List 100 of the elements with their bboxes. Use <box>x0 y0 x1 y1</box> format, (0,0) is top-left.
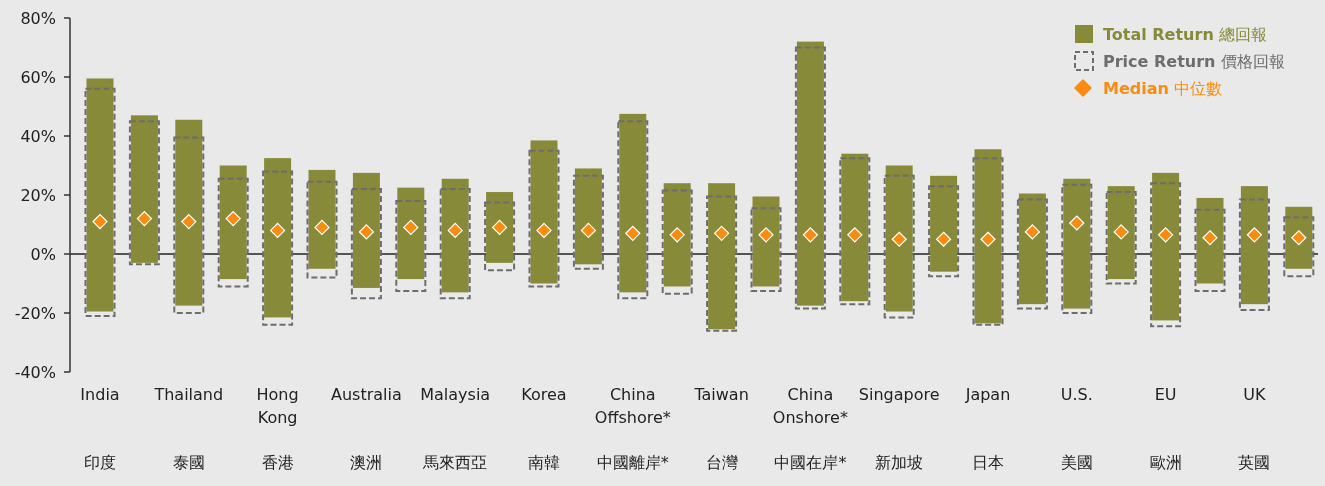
category-label: EU 歐洲 <box>1149 385 1182 472</box>
point <box>625 225 641 241</box>
bar <box>972 157 1004 326</box>
bar <box>796 41 824 306</box>
bar <box>663 183 691 287</box>
point <box>1069 215 1085 231</box>
bar <box>1196 197 1224 284</box>
bar <box>706 195 738 332</box>
category-label: India 印度 <box>80 385 120 472</box>
bar <box>574 168 602 265</box>
bar <box>617 120 649 300</box>
bar <box>750 207 782 292</box>
point <box>403 219 419 236</box>
category-label: Singapore 新加坡 <box>858 385 940 472</box>
y-tick-label: 20% <box>20 186 56 205</box>
legend-label: Median 中位數 <box>1103 79 1222 98</box>
y-tick-label: 40% <box>20 127 56 146</box>
point <box>936 231 952 247</box>
bar <box>528 149 560 288</box>
bar <box>752 196 780 287</box>
bar <box>619 113 647 293</box>
bar <box>1240 186 1268 305</box>
point <box>847 227 863 243</box>
point <box>802 227 818 243</box>
bar <box>974 149 1002 324</box>
point <box>1246 227 1262 243</box>
bar <box>439 188 471 300</box>
point <box>580 222 596 238</box>
point <box>492 219 508 236</box>
point <box>270 222 286 238</box>
y-tick-label: 0% <box>30 245 56 264</box>
category-label: Japan 日本 <box>965 385 1011 472</box>
bar <box>661 189 693 295</box>
category-label: U.S. 美國 <box>1060 385 1093 472</box>
bar <box>1018 193 1046 305</box>
y-tick-label: -20% <box>14 304 56 323</box>
bar <box>84 87 116 317</box>
bar <box>217 177 249 288</box>
bar <box>308 169 336 269</box>
bar <box>128 120 160 266</box>
category-label: Malaysia 馬來西亞 <box>420 385 491 472</box>
point <box>980 231 996 247</box>
bar <box>441 178 469 293</box>
bar <box>219 165 247 280</box>
bar <box>1285 206 1313 269</box>
category-label: Taiwan 台灣 <box>694 385 749 472</box>
category-label: China Onshore* 中國在岸* <box>772 385 848 472</box>
bar <box>885 165 913 312</box>
legend-label: Total Return 總回報 <box>1103 25 1267 44</box>
bar <box>1150 182 1182 328</box>
category-label: Australia 澳洲 <box>331 385 402 472</box>
bar <box>306 180 338 279</box>
bar <box>486 192 514 263</box>
category-label: Hong Kong 香港 <box>256 385 299 472</box>
bar <box>794 46 826 310</box>
y-tick-label: -40% <box>14 363 56 382</box>
bar <box>1016 198 1048 310</box>
bar <box>352 172 380 288</box>
bar <box>572 174 604 270</box>
bar <box>395 199 427 292</box>
bar <box>175 119 203 306</box>
bar <box>1105 191 1137 285</box>
bar <box>1238 198 1270 312</box>
y-tick-label: 80% <box>20 9 56 28</box>
bar <box>530 140 558 284</box>
point <box>536 222 552 238</box>
point <box>181 213 197 230</box>
legend-label: Price Return 價格回報 <box>1103 52 1285 71</box>
bar <box>264 158 292 318</box>
bar <box>350 188 382 300</box>
point <box>358 224 374 240</box>
bar <box>173 136 205 314</box>
point <box>891 231 907 247</box>
point <box>447 222 463 238</box>
category-label: Thailand 泰國 <box>154 385 224 472</box>
category-label: UK 英國 <box>1238 385 1271 472</box>
bar <box>708 183 736 330</box>
bar <box>1061 183 1093 314</box>
bar <box>1283 216 1315 278</box>
bar <box>1152 172 1180 321</box>
bar <box>130 115 158 263</box>
point <box>1158 227 1174 243</box>
bar <box>1107 186 1135 280</box>
point <box>1202 230 1218 246</box>
category-label: Korea 南韓 <box>521 385 567 472</box>
point <box>758 227 774 243</box>
point <box>92 213 108 230</box>
bar <box>883 174 915 319</box>
bar <box>1063 178 1091 309</box>
bar <box>86 78 114 312</box>
bar <box>397 187 425 280</box>
bar <box>484 201 516 272</box>
point <box>136 211 152 227</box>
bar <box>1194 208 1226 292</box>
point <box>1024 224 1040 240</box>
bar <box>262 170 294 326</box>
point <box>714 225 730 241</box>
bar <box>930 175 958 272</box>
category-label: China Offshore* 中國離岸* <box>594 385 671 472</box>
point <box>669 227 685 243</box>
